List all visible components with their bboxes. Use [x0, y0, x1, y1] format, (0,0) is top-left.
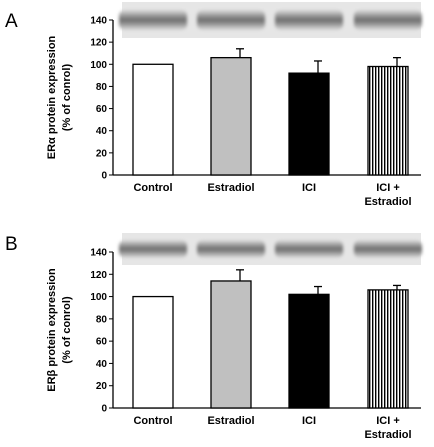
category-label-line2: Estradiol: [364, 196, 411, 208]
western-blot-strip: [119, 2, 422, 38]
bar-3: [288, 72, 330, 176]
y-tick-label: 0: [101, 404, 107, 415]
y-axis-label: ERα protein expression: [46, 35, 58, 159]
category-label: ICI: [302, 415, 316, 427]
bar-4: [367, 289, 409, 409]
y-tick-label: 20: [96, 148, 108, 159]
category-label: ICI: [302, 182, 316, 194]
blot-band: [275, 240, 343, 258]
y-tick-label: 80: [96, 82, 108, 93]
y-tick-label: 80: [96, 314, 108, 325]
panel-label: A: [5, 11, 18, 32]
y-tick-label: 120: [90, 38, 107, 49]
bar-4: [367, 65, 409, 176]
blot-band: [197, 9, 265, 31]
western-blot-strip: [119, 233, 422, 265]
bar-2: [210, 56, 252, 176]
y-tick-label: 40: [96, 126, 108, 137]
blot-band: [119, 9, 187, 31]
category-label: Control: [133, 182, 172, 194]
category-label: ICI +: [376, 415, 400, 427]
blot-band: [197, 240, 265, 258]
y-tick-label: 60: [96, 337, 108, 348]
y-tick-label: 100: [90, 60, 107, 71]
blot-band: [354, 9, 422, 31]
category-label: Control: [133, 415, 172, 427]
chart-panel-b: B 0 20 40 60 80 100 120 140 ERβ protein expressio…: [5, 233, 422, 441]
panel-label: B: [5, 234, 18, 255]
category-label-line2: Estradiol: [364, 429, 411, 441]
category-label: Estradiol: [207, 182, 254, 194]
category-label: ICI +: [376, 182, 400, 194]
y-axis-label: ERβ protein expression: [46, 268, 58, 392]
y-tick-label: 40: [96, 359, 108, 370]
y-tick-label: 20: [96, 381, 108, 392]
bar-1: [132, 295, 174, 409]
y-tick-label: 140: [90, 16, 107, 27]
bar-2: [210, 280, 252, 409]
blot-band: [354, 240, 422, 258]
y-tick-label: 0: [101, 171, 107, 182]
bar-1: [132, 63, 174, 176]
y-tick-label: 120: [90, 270, 107, 281]
bar-3: [288, 293, 330, 409]
y-tick-label: 140: [90, 248, 107, 259]
y-axis-label-line2: (% of conrol): [61, 64, 73, 132]
chart-panel-a: A 0 20 40 60 80 100 120 140 ERα protein expressio…: [5, 2, 422, 208]
category-label: Estradiol: [207, 415, 254, 427]
y-axis-label-line2: (% of conrol): [61, 296, 73, 364]
blot-band: [275, 9, 343, 31]
y-tick-label: 60: [96, 104, 108, 115]
y-tick-label: 100: [90, 292, 107, 303]
blot-band: [119, 240, 187, 258]
